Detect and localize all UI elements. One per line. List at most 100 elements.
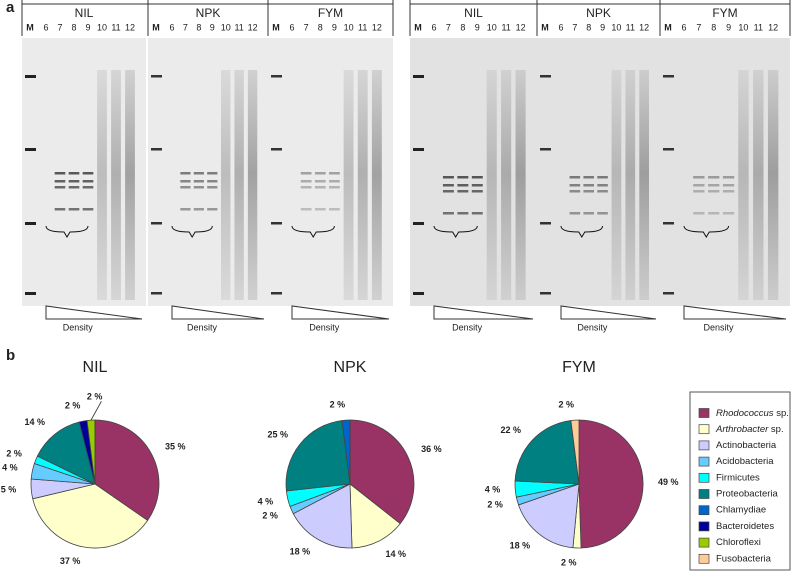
gel-band bbox=[180, 172, 191, 175]
marker-band bbox=[271, 292, 282, 295]
gel-smear bbox=[611, 70, 622, 300]
legend-swatch bbox=[698, 553, 710, 564]
gel-band bbox=[471, 184, 483, 187]
pie-slice bbox=[285, 420, 351, 492]
group-label: NIL bbox=[464, 6, 483, 20]
marker-band bbox=[25, 75, 36, 78]
marker-band bbox=[413, 292, 424, 295]
value-label: 2 % bbox=[487, 499, 503, 509]
density-label: Density bbox=[309, 322, 340, 332]
lane-label: 12 bbox=[372, 22, 382, 32]
gel-band bbox=[722, 176, 735, 179]
marker-band bbox=[540, 148, 551, 151]
gel-band bbox=[193, 180, 204, 183]
value-label: 14 % bbox=[25, 417, 46, 427]
marker-band bbox=[413, 222, 424, 225]
gel-smear bbox=[515, 70, 526, 300]
gel-band bbox=[180, 180, 191, 183]
lane-label: 11 bbox=[358, 22, 367, 32]
gel-band bbox=[597, 212, 608, 215]
marker-band bbox=[25, 292, 36, 295]
density-triangle bbox=[291, 305, 390, 320]
group-label: NPK bbox=[196, 6, 221, 20]
lane-label: 6 bbox=[558, 22, 563, 32]
lane-label: 10 bbox=[487, 22, 497, 32]
legend-entry: Proteobacteria bbox=[716, 489, 779, 500]
density-triangle bbox=[433, 305, 534, 320]
marker-band bbox=[271, 75, 282, 78]
gel-band bbox=[207, 208, 218, 211]
gel-band bbox=[583, 212, 594, 215]
density-triangle bbox=[560, 305, 657, 320]
gel-band bbox=[207, 186, 218, 189]
lane-label: 10 bbox=[738, 22, 748, 32]
marker-band bbox=[663, 148, 674, 151]
marker-band bbox=[151, 75, 162, 78]
marker-band bbox=[271, 148, 282, 151]
gel-band bbox=[180, 208, 191, 211]
legend-entry: Arthrobacter sp. bbox=[715, 424, 784, 435]
gel-band bbox=[442, 212, 454, 215]
lane-label: 8 bbox=[586, 22, 591, 32]
gel-band bbox=[54, 180, 66, 183]
density-label: Density bbox=[63, 322, 94, 332]
gel-band bbox=[693, 212, 705, 215]
lane-label: 6 bbox=[43, 22, 48, 32]
group-label: NIL bbox=[75, 6, 94, 20]
bracket bbox=[291, 225, 335, 238]
density-label: Density bbox=[577, 322, 608, 332]
lane-label: 9 bbox=[85, 22, 90, 32]
value-label: 25 % bbox=[268, 429, 289, 439]
gel-band bbox=[457, 190, 469, 193]
marker-band bbox=[663, 292, 674, 295]
value-label: 2 % bbox=[262, 511, 278, 521]
lane-label: 7 bbox=[304, 22, 309, 32]
pie-slice bbox=[578, 419, 644, 549]
marker-band bbox=[413, 75, 424, 78]
lane-label: 9 bbox=[475, 22, 480, 32]
gel-band bbox=[207, 180, 218, 183]
legend-entry: Acidobacteria bbox=[716, 456, 774, 467]
lane-label: 11 bbox=[234, 22, 243, 32]
gel-band bbox=[82, 186, 94, 189]
marker-band bbox=[540, 292, 551, 295]
gel-band bbox=[597, 184, 608, 187]
gel-band bbox=[708, 176, 720, 179]
value-label: 2 % bbox=[558, 400, 574, 410]
bracket bbox=[560, 225, 604, 238]
lane-label: M bbox=[664, 22, 672, 32]
group-label: NPK bbox=[586, 6, 611, 20]
lane-label: 12 bbox=[639, 22, 649, 32]
value-label: 22 % bbox=[500, 425, 521, 435]
legend-swatch bbox=[698, 521, 710, 532]
gel-band bbox=[457, 184, 469, 187]
pie-slice bbox=[514, 420, 580, 485]
lane-label: 7 bbox=[446, 22, 451, 32]
lane-label: M bbox=[26, 22, 34, 32]
pie-slice bbox=[32, 483, 149, 549]
lane-label: 7 bbox=[183, 22, 188, 32]
density-triangle bbox=[45, 305, 143, 320]
gel-band bbox=[442, 184, 454, 187]
legend-swatch bbox=[698, 424, 710, 435]
gel-band bbox=[193, 186, 204, 189]
gel-band bbox=[442, 176, 454, 179]
gel-band bbox=[329, 180, 340, 183]
gel-band bbox=[54, 186, 66, 189]
pie-title: NIL bbox=[83, 359, 108, 376]
gel-smear bbox=[625, 70, 636, 300]
gel-smear bbox=[753, 70, 764, 300]
gel-band bbox=[583, 190, 594, 193]
pie-slice bbox=[36, 421, 96, 485]
gel-smear bbox=[357, 70, 368, 300]
bracket bbox=[683, 225, 730, 238]
gel-band bbox=[329, 186, 340, 189]
gel-band bbox=[68, 208, 80, 211]
density-label: Density bbox=[452, 322, 483, 332]
legend-entry: Actinobacteria bbox=[716, 440, 777, 451]
value-label: 49 % bbox=[658, 477, 679, 487]
value-label: 4 % bbox=[485, 485, 501, 495]
gel-band bbox=[207, 172, 218, 175]
value-label: 5 % bbox=[1, 485, 17, 495]
